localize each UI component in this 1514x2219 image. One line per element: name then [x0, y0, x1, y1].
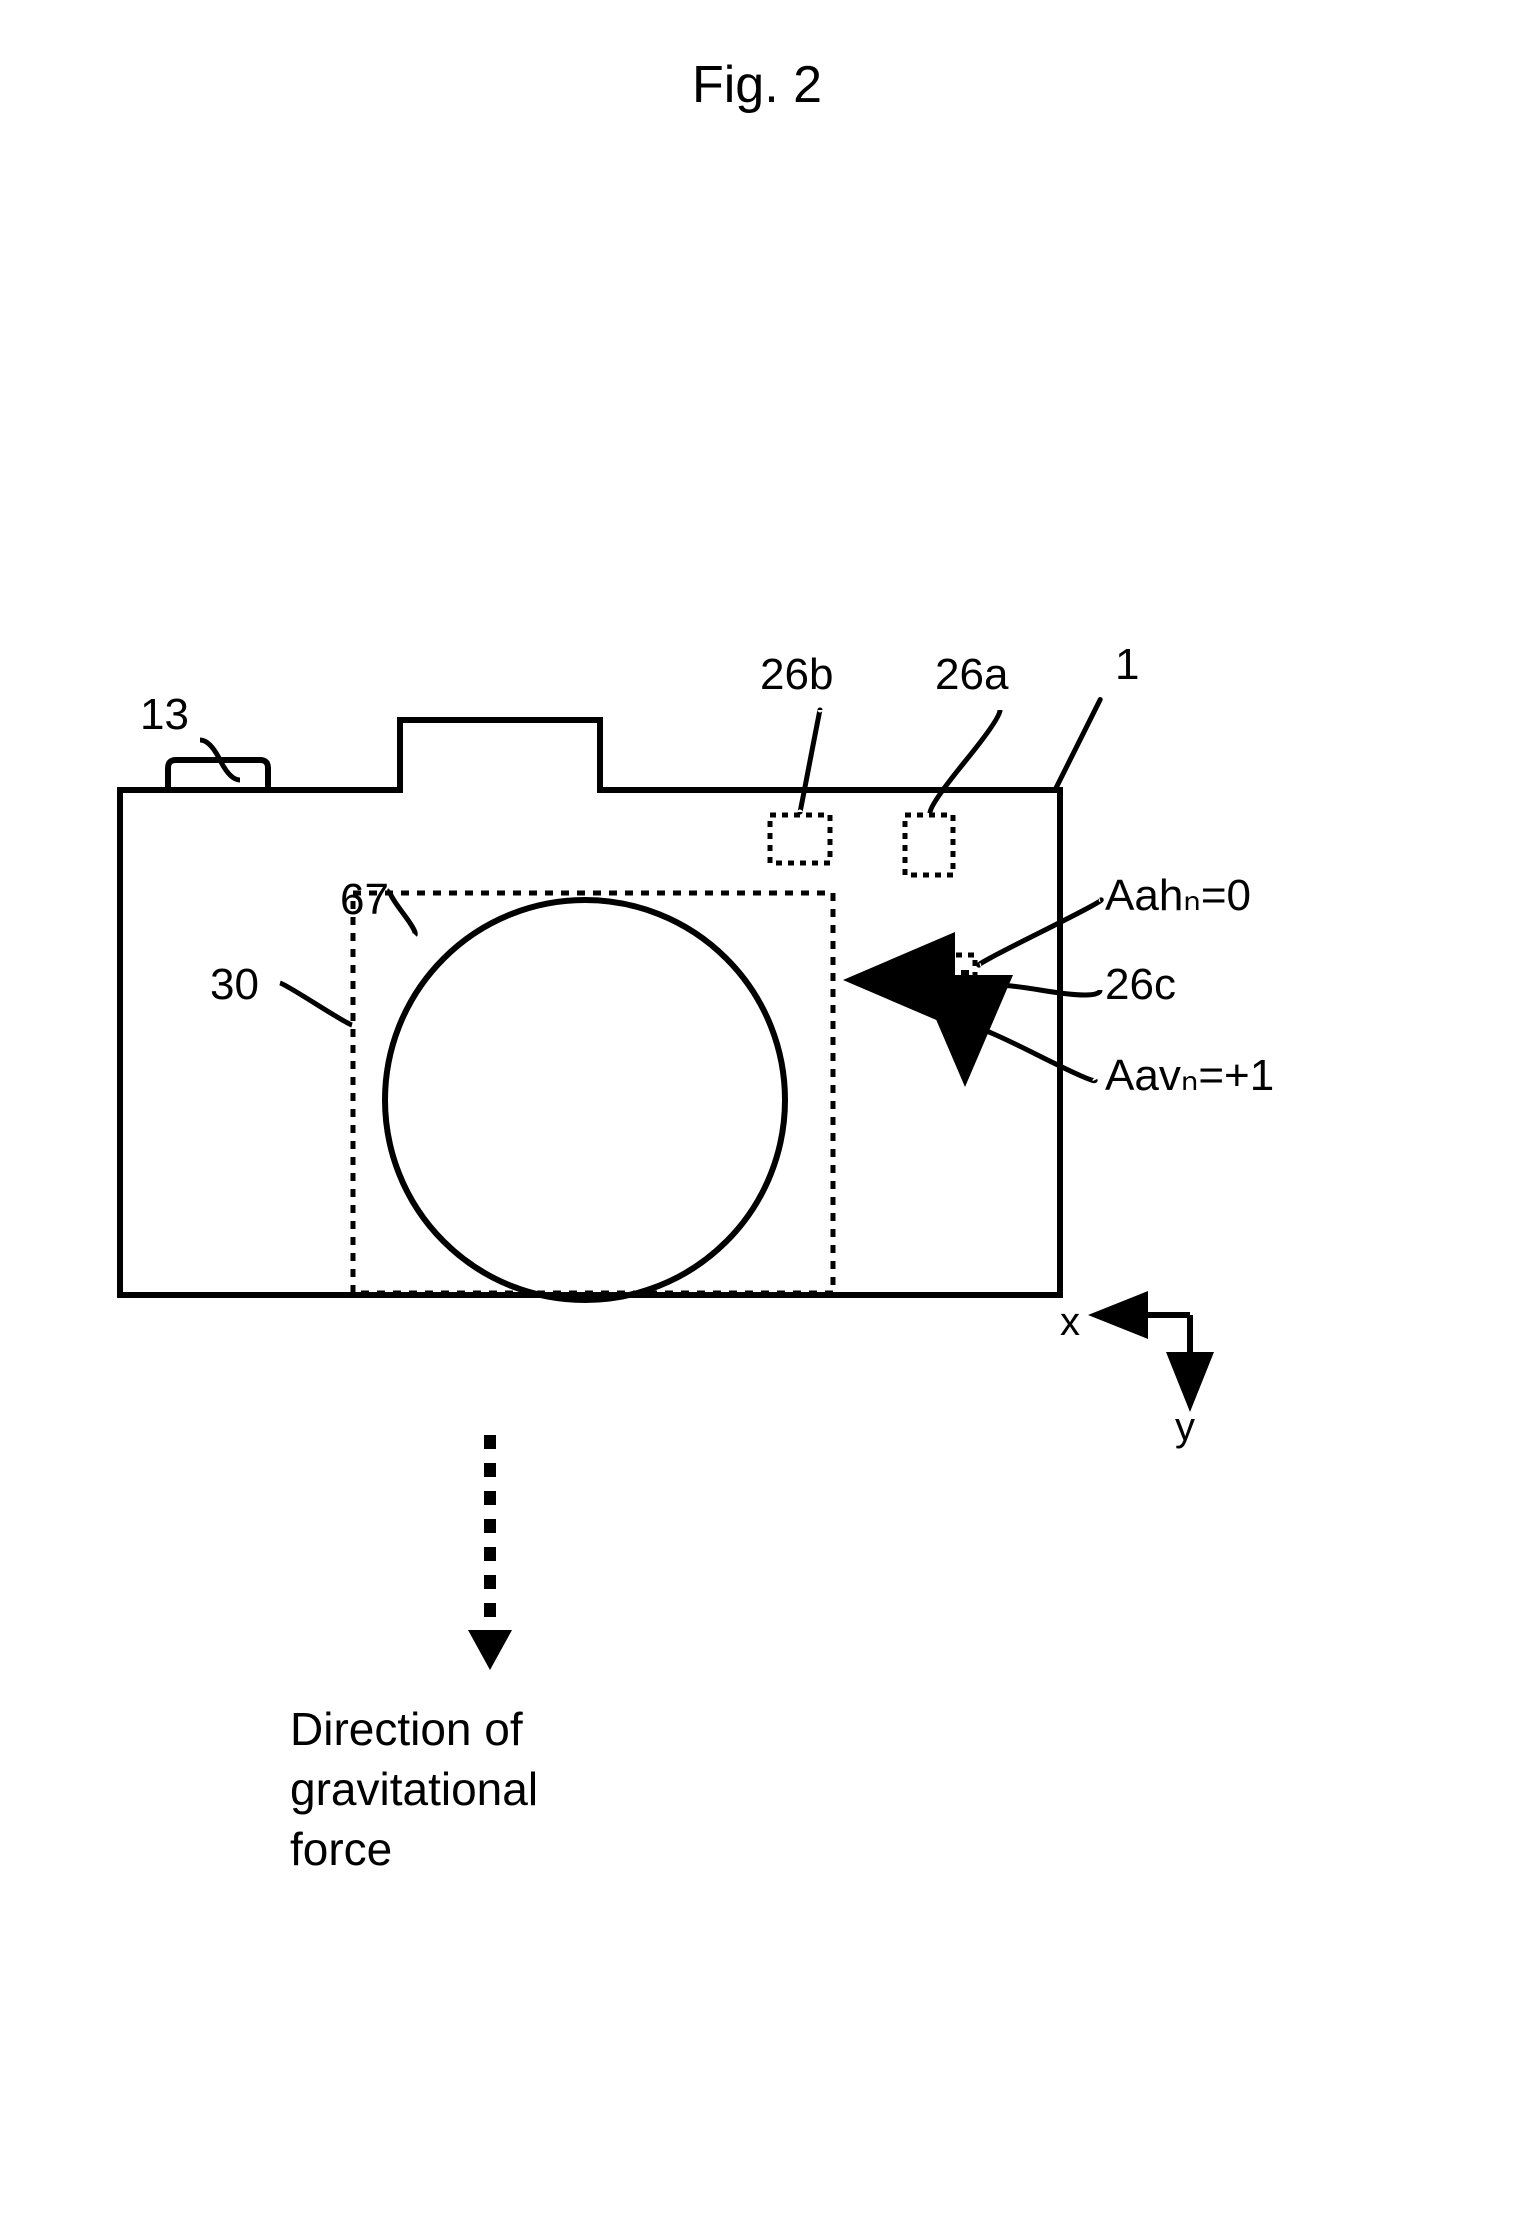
label-30: 30	[210, 960, 259, 1010]
label-gravitational-force: Direction of gravitational force	[290, 1700, 538, 1879]
leader-26c	[980, 985, 1100, 995]
leader-30	[280, 983, 352, 1025]
label-1: 1	[1115, 640, 1139, 690]
label-26b: 26b	[760, 650, 833, 700]
label-x: x	[1060, 1300, 1080, 1345]
camera-body	[120, 720, 1060, 1295]
lens-circle	[385, 900, 785, 1300]
label-13: 13	[140, 690, 189, 740]
leader-1	[1055, 700, 1100, 791]
label-67: 67	[340, 875, 389, 925]
shutter-button	[168, 760, 268, 790]
leader-26a	[930, 710, 1000, 813]
leader-Aav	[980, 1029, 1095, 1080]
label-y: y	[1175, 1405, 1195, 1450]
image-sensor-rect	[353, 893, 833, 1293]
label-Aah: Aahₙ=0	[1105, 870, 1251, 921]
camera-diagram	[0, 0, 1514, 2219]
leader-26b	[800, 710, 820, 812]
gravity-arrow-head	[468, 1630, 512, 1670]
sensor-26b	[770, 815, 830, 863]
sensor-26a	[905, 815, 953, 875]
label-26c: 26c	[1105, 960, 1176, 1010]
leader-67	[390, 890, 416, 935]
label-26a: 26a	[935, 650, 1008, 700]
leader-Aah	[979, 900, 1102, 965]
label-Aav: Aavₙ=+1	[1105, 1050, 1274, 1101]
